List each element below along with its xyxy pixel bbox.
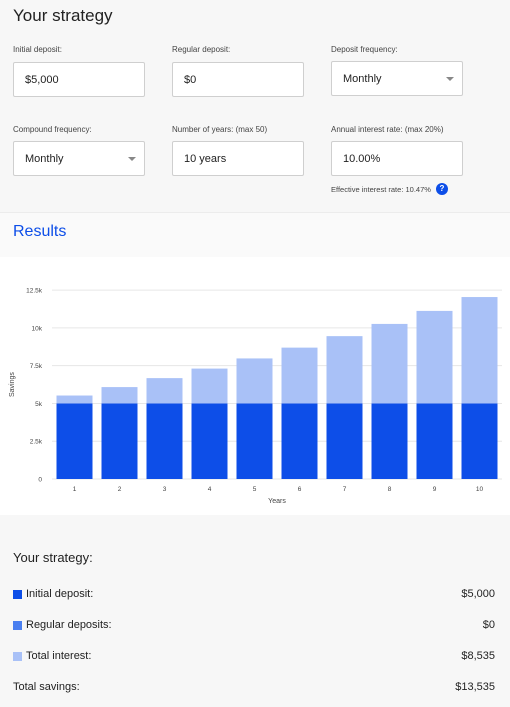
x-tick-label: 6 — [298, 486, 302, 493]
y-tick-label: 5k — [35, 401, 43, 408]
bar-deposit — [101, 403, 138, 479]
bar-interest — [371, 323, 408, 404]
compound-frequency-value: Monthly — [25, 152, 64, 165]
x-tick-label: 3 — [163, 486, 167, 493]
strategy-summary: Your strategy: Initial deposit: $5,000 R… — [0, 515, 510, 707]
summary-value: $5,000 — [461, 588, 495, 600]
summary-label: Total savings: — [13, 681, 80, 693]
bar-deposit — [371, 403, 408, 479]
initial-deposit-input[interactable]: $5,000 — [13, 62, 145, 97]
deposit-frequency-select[interactable]: Monthly — [331, 61, 463, 96]
bar-deposit — [326, 403, 363, 479]
x-tick-label: 4 — [208, 486, 212, 493]
x-tick-label: 10 — [476, 486, 484, 493]
deposit-frequency-value: Monthly — [343, 72, 382, 85]
page-title: Your strategy — [13, 6, 113, 25]
y-tick-label: 2.5k — [30, 439, 43, 446]
y-tick-label: 12.5k — [26, 288, 43, 295]
legend-swatch-regular-deposits — [13, 620, 22, 630]
y-tick-label: 0 — [38, 477, 42, 484]
strategy-form: Your strategy Initial deposit: $5,000 Re… — [0, 0, 510, 212]
x-axis-label: Years — [268, 498, 286, 505]
help-icon[interactable]: ? — [435, 183, 448, 195]
summary-title: Your strategy: — [13, 550, 93, 565]
summary-label: Initial deposit: — [26, 588, 94, 600]
summary-value: $13,535 — [455, 681, 495, 693]
bar-interest — [146, 378, 183, 404]
bar-deposit — [281, 403, 318, 479]
compound-frequency-label: Compound frequency: — [13, 125, 92, 134]
compound-frequency-select[interactable]: Monthly — [13, 141, 145, 176]
chevron-down-icon — [128, 157, 136, 161]
bar-interest — [191, 368, 228, 404]
interest-rate-input[interactable]: 10.00% — [331, 141, 463, 176]
x-tick-label: 8 — [388, 486, 392, 493]
bar-interest — [461, 297, 498, 404]
summary-row-initial-deposit: Initial deposit: $5,000 — [13, 586, 495, 602]
x-tick-label: 1 — [73, 486, 77, 493]
summary-row-total-savings: Total savings: $13,535 — [13, 679, 495, 695]
results-header: Results — [0, 212, 510, 257]
legend-swatch-initial-deposit — [13, 589, 22, 599]
summary-row-regular-deposits: Regular deposits: $0 — [13, 617, 495, 633]
x-tick-label: 5 — [253, 486, 257, 493]
interest-rate-label: Annual interest rate: (max 20%) — [331, 125, 444, 134]
bar-interest — [56, 395, 93, 404]
x-tick-label: 7 — [343, 486, 347, 493]
years-input[interactable]: 10 years — [172, 141, 304, 176]
bar-deposit — [416, 403, 453, 479]
bar-interest — [326, 336, 363, 404]
summary-label: Total interest: — [26, 650, 92, 662]
bar-deposit — [146, 403, 183, 479]
summary-value: $8,535 — [461, 650, 495, 662]
years-label: Number of years: (max 50) — [172, 125, 268, 134]
effective-rate-row: Effective interest rate: 10.47% ? — [331, 183, 448, 195]
initial-deposit-label: Initial deposit: — [13, 45, 62, 54]
deposit-frequency-label: Deposit frequency: — [331, 45, 398, 54]
summary-label: Regular deposits: — [26, 619, 112, 631]
x-tick-label: 9 — [433, 486, 437, 493]
y-tick-label: 7.5k — [30, 363, 43, 370]
regular-deposit-label: Regular deposit: — [172, 45, 231, 54]
savings-chart: 0 2.5k 5k 7.5k 10k 12.5k 1 2 3 4 5 6 7 8 9 10 Years Savin… — [0, 257, 510, 515]
bar-deposit — [236, 403, 273, 479]
bar-interest — [416, 310, 453, 404]
regular-deposit-input[interactable]: $0 — [172, 62, 304, 97]
summary-row-total-interest: Total interest: $8,535 — [13, 648, 495, 664]
y-axis-label: Savings — [9, 372, 16, 397]
bar-deposit — [461, 403, 498, 479]
chevron-down-icon — [446, 77, 454, 81]
bar-interest — [236, 358, 273, 404]
effective-rate-text: Effective interest rate: 10.47% — [331, 184, 431, 194]
y-tick-label: 10k — [32, 325, 43, 332]
summary-value: $0 — [482, 619, 495, 631]
bar-interest — [101, 387, 138, 404]
bar-deposit — [191, 403, 228, 479]
x-tick-label: 2 — [118, 486, 122, 493]
bar-deposit — [56, 403, 93, 479]
bar-interest — [281, 347, 318, 404]
chart-svg: 0 2.5k 5k 7.5k 10k 12.5k 1 2 3 4 5 6 7 8 9 10 Years Savin… — [9, 288, 502, 505]
results-title: Results — [13, 223, 67, 240]
legend-swatch-total-interest — [13, 651, 22, 661]
